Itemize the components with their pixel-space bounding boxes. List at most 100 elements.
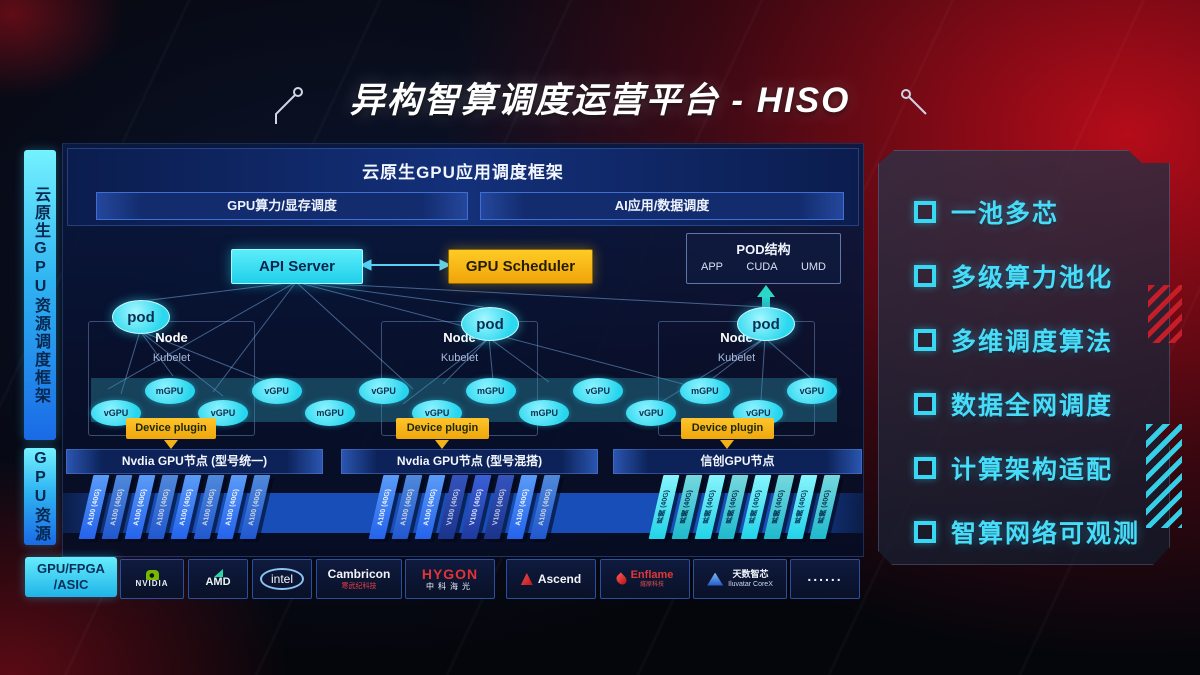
hardware-type-line2: /ASIC xyxy=(53,577,89,592)
pod-layer-cuda: CUDA xyxy=(746,261,778,273)
pod-layer-app: APP xyxy=(701,261,724,273)
device-plugin-1: Device plugin xyxy=(126,418,216,439)
page-title: 异构智算调度运营平台 - HISO xyxy=(349,81,851,120)
square-bullet-icon xyxy=(914,393,936,415)
module-ai-data-scheduling: AI应用/数据调度 xyxy=(480,192,844,220)
module-gpu-compute-scheduling: GPU算力/显存调度 xyxy=(96,192,468,220)
vendor-name: Cambricon xyxy=(327,567,391,582)
pod-ellipse-3: pod xyxy=(737,307,795,341)
circuit-deco-left-icon xyxy=(275,87,303,124)
page-title-row: 异构智算调度运营平台 - HISO xyxy=(0,72,1200,123)
feature-item: 一池多芯 xyxy=(878,180,1170,244)
kubelet-label: Kubelet xyxy=(152,352,191,364)
vendor-name: Enflame xyxy=(630,568,674,581)
pod-to-structure-arrow-icon xyxy=(757,285,775,315)
pod-ellipse-2: pod xyxy=(461,307,519,341)
gpu-scheduler-box: GPU Scheduler xyxy=(448,249,593,284)
vendor-name: NVIDIA xyxy=(135,578,169,588)
gpu-card-group-1: A100 (40G) A100 (40G) A100 (40G) A100 (4… xyxy=(78,475,271,539)
vendor-subname: 中科海光 xyxy=(426,581,474,591)
gpu-group-bar-nvidia-mixed: Nvdia GPU节点 (型号混搭) xyxy=(341,449,598,474)
feature-label: 多级算力池化 xyxy=(951,264,1114,292)
vendor-ascend: Ascend xyxy=(506,559,596,599)
gpu-ellipse-row: vGPU mGPU vGPU vGPU mGPU vGPU vGPU mGPU … xyxy=(91,370,837,426)
gpu-ellipse: vGPU xyxy=(358,378,409,404)
gpu-ellipse: mGPU xyxy=(679,378,730,404)
main-diagram-panel: 云原生GPU应用调度框架 GPU算力/显存调度 AI应用/数据调度 xyxy=(62,143,864,557)
app-framework-header: 云原生GPU应用调度框架 GPU算力/显存调度 AI应用/数据调度 xyxy=(67,148,859,226)
vendor-enflame: Enflame 燧原科技 xyxy=(600,559,690,599)
vendor-subname: 寒武纪科技 xyxy=(341,582,377,590)
device-plugin-2: Device plugin xyxy=(396,418,489,439)
nvidia-logo-icon xyxy=(145,569,159,580)
gpu-ellipse: mGPU xyxy=(465,378,516,404)
hardware-type-label: GPU/FPGA /ASIC xyxy=(25,557,117,597)
vendor-name: Ascend xyxy=(537,572,582,586)
gpu-ellipse: vGPU xyxy=(572,378,623,404)
vendor-name: 天数智芯 xyxy=(732,569,769,580)
gpu-ellipse: vGPU xyxy=(251,378,302,404)
hardware-type-line1: GPU/FPGA xyxy=(37,561,105,576)
square-bullet-icon xyxy=(914,521,936,543)
red-stripes-deco xyxy=(1148,285,1182,343)
gpu-card-group-2: A100 (40G) A100 (40G) A100 (40G) V100 (4… xyxy=(368,475,561,539)
cyan-stripes-deco xyxy=(1146,424,1182,528)
feature-item: 多维调度算法 xyxy=(878,308,1170,372)
circuit-deco-right-icon xyxy=(901,89,927,115)
vendor-cambricon: Cambricon 寒武纪科技 xyxy=(316,559,402,599)
node-box-1: Node Kubelet xyxy=(88,321,255,436)
vendor-name: AMD xyxy=(205,576,231,589)
vendor-name: ...... xyxy=(807,568,843,584)
feature-label: 一池多芯 xyxy=(951,200,1060,228)
kubelet-label: Kubelet xyxy=(440,352,479,364)
square-bullet-icon xyxy=(914,201,936,223)
gpu-ellipse: vGPU xyxy=(91,400,141,426)
pod-structure-title: POD结构 xyxy=(736,242,791,257)
feature-panel: 一池多芯 多级算力池化 多维调度算法 数据全网调度 计算架构适配 xyxy=(878,150,1170,565)
pod-ellipse-1: pod xyxy=(112,300,170,334)
sidebar-label-gpu-resources: GPU资源 xyxy=(24,448,56,545)
pod-layer-umd: UMD xyxy=(800,261,826,273)
gpu-group-bar-xinchuang: 信创GPU节点 xyxy=(613,449,862,474)
feature-item: 数据全网调度 xyxy=(878,372,1170,436)
device-plugin-arrow-icon xyxy=(164,440,178,449)
gpu-ellipse: mGPU xyxy=(305,400,356,426)
gpu-group-bar-nvidia-uniform: Nvdia GPU节点 (型号统一) xyxy=(66,449,323,474)
vendor-iluvatar: 天数智芯 Iluvatar CoreX xyxy=(693,559,787,599)
intel-logo-icon: intel xyxy=(259,568,304,590)
feature-item: 智算网络可观测 xyxy=(878,500,1170,564)
enflame-logo-icon xyxy=(614,571,629,587)
vendor-amd: AMD xyxy=(188,559,248,599)
vendor-name: HYGON xyxy=(421,565,479,582)
vendor-more: ...... xyxy=(790,559,860,599)
feature-item: 多级算力池化 xyxy=(878,244,1170,308)
device-plugin-arrow-icon xyxy=(435,440,449,449)
pod-structure-box: POD结构 APP CUDA UMD xyxy=(686,233,841,284)
gpu-ellipse: vGPU xyxy=(626,400,677,426)
api-server-box: API Server xyxy=(231,249,363,284)
gpu-ellipse: vGPU xyxy=(786,378,837,404)
feature-label: 多维调度算法 xyxy=(951,328,1114,356)
kubelet-label: Kubelet xyxy=(717,352,756,364)
amd-logo-icon xyxy=(213,569,223,578)
device-plugin-arrow-icon xyxy=(720,440,734,449)
feature-label: 数据全网调度 xyxy=(951,392,1114,420)
gpu-ellipse: mGPU xyxy=(144,378,195,404)
iluvatar-logo-icon xyxy=(707,572,724,586)
square-bullet-icon xyxy=(914,265,936,287)
gpu-card-group-3: 昇腾 (40G) 昇腾 (40G) 昇腾 (40G) 昇腾 (40G) 昇腾 (… xyxy=(648,475,841,539)
vendor-subname: Iluvatar CoreX xyxy=(728,580,773,588)
square-bullet-icon xyxy=(914,457,936,479)
app-framework-title: 云原生GPU应用调度框架 xyxy=(362,163,564,182)
vendor-subname: 燧原科技 xyxy=(639,582,664,589)
gpu-ellipse: mGPU xyxy=(519,400,570,426)
device-plugin-3: Device plugin xyxy=(681,418,774,439)
square-bullet-icon xyxy=(914,329,936,351)
pod-structure-layers: APP CUDA UMD xyxy=(687,258,840,273)
ascend-logo-icon xyxy=(520,573,533,585)
feature-label: 智算网络可观测 xyxy=(951,520,1141,548)
vendor-nvidia: NVIDIA xyxy=(120,559,184,599)
feature-item: 计算架构适配 xyxy=(878,436,1170,500)
feature-label: 计算架构适配 xyxy=(951,456,1114,484)
